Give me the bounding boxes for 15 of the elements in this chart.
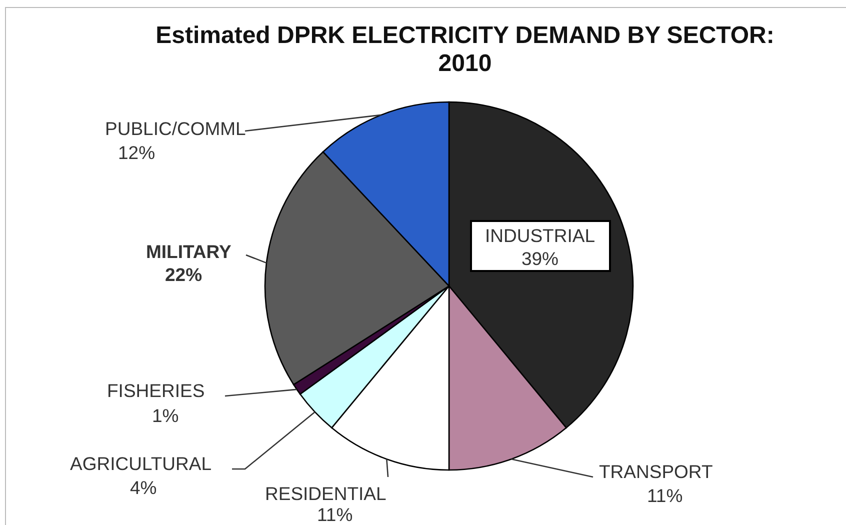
- data-label: 4%: [130, 477, 157, 498]
- data-label: 22%: [165, 264, 202, 285]
- data-label: 12%: [118, 142, 156, 163]
- data-label: 1%: [152, 405, 179, 426]
- slice-label: TRANSPORT: [599, 461, 713, 482]
- chart-title: Estimated DPRK ELECTRICITY DEMAND BY SECTOR: 2010: [154, 22, 776, 78]
- slice-label: INDUSTRIAL: [485, 225, 595, 246]
- slice-label: PUBLIC/COMML: [105, 118, 246, 139]
- data-label: 11%: [647, 485, 683, 506]
- slice-label: AGRICULTURAL: [70, 453, 212, 474]
- data-label: 39%: [521, 248, 559, 269]
- slice-label: RESIDENTIAL: [265, 483, 386, 504]
- slice-label: FISHERIES: [107, 380, 205, 401]
- slice-label: MILITARY: [146, 241, 232, 262]
- data-label: 11%: [317, 504, 353, 525]
